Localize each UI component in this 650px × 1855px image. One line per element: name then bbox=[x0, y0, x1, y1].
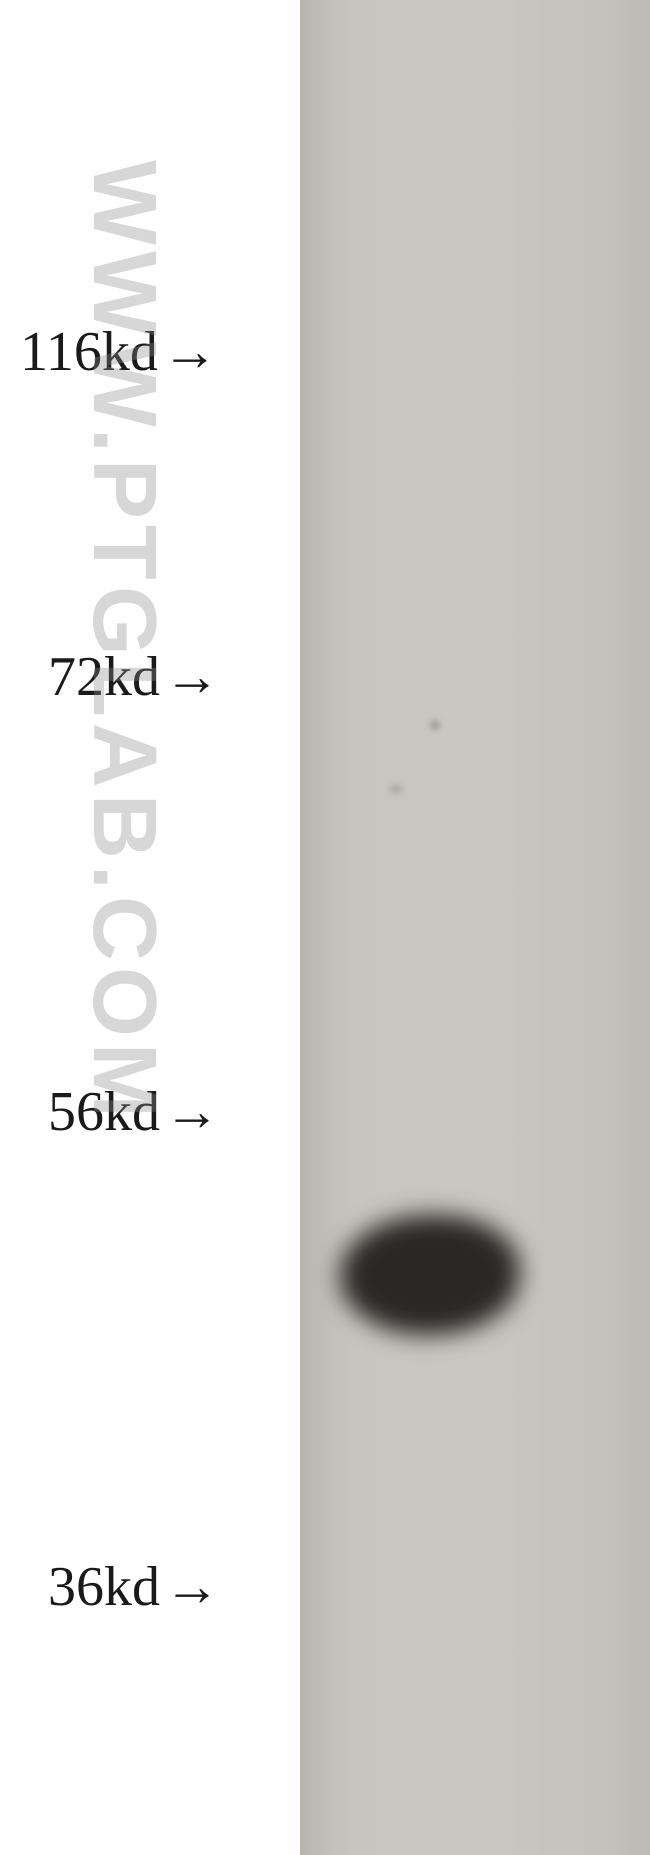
marker-116kd: 116kd→ bbox=[20, 320, 218, 384]
watermark-text: WWW.PTGLAB.COM bbox=[72, 160, 175, 1124]
marker-36kd: 36kd→ bbox=[48, 1555, 220, 1619]
protein-band bbox=[340, 1215, 520, 1335]
lane-artifact bbox=[390, 785, 402, 793]
western-blot-lane bbox=[300, 0, 650, 1855]
marker-label-text: 56kd bbox=[48, 1081, 160, 1143]
arrow-icon: → bbox=[164, 1080, 220, 1144]
arrow-icon: → bbox=[164, 1555, 220, 1619]
marker-label-text: 116kd bbox=[20, 321, 158, 383]
lane-artifact bbox=[430, 720, 440, 730]
marker-label-text: 72kd bbox=[48, 646, 160, 708]
marker-label-text: 36kd bbox=[48, 1556, 160, 1618]
marker-56kd: 56kd→ bbox=[48, 1080, 220, 1144]
marker-72kd: 72kd→ bbox=[48, 645, 220, 709]
arrow-icon: → bbox=[164, 645, 220, 709]
arrow-icon: → bbox=[162, 320, 218, 384]
